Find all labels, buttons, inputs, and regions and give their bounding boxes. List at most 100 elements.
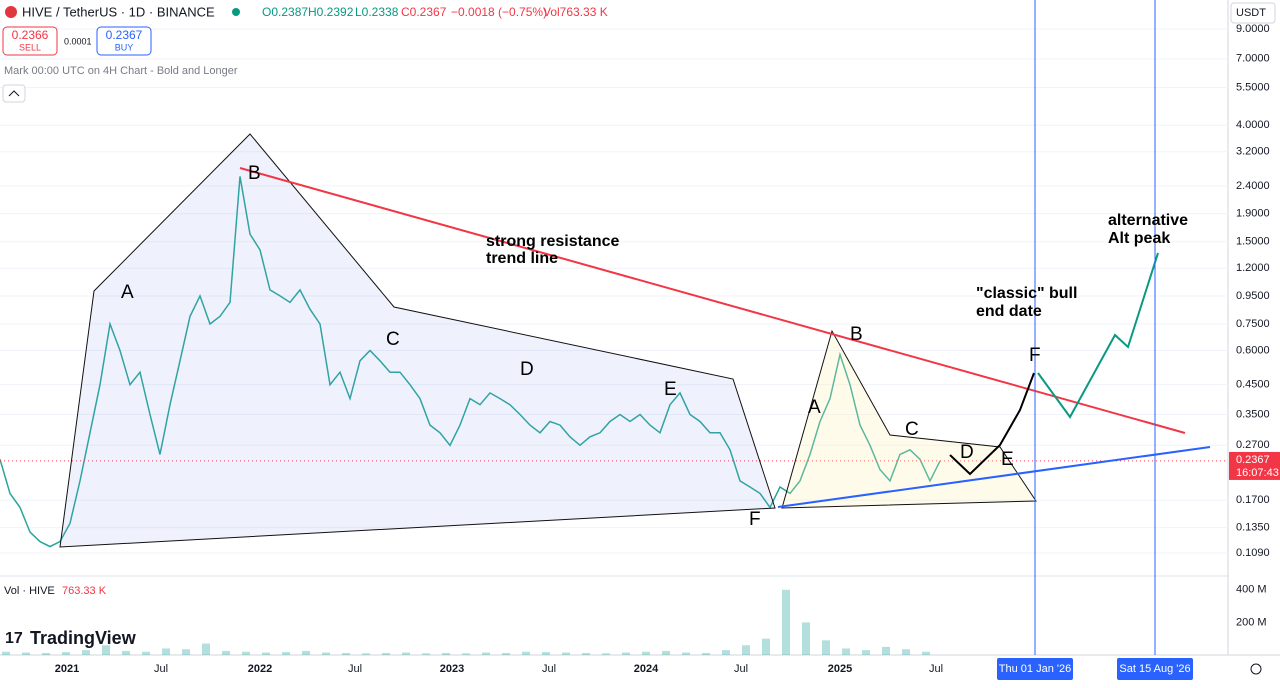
brand-logo: 17 bbox=[5, 630, 23, 647]
indicator-note: Mark 00:00 UTC on 4H Chart - Bold and Lo… bbox=[4, 65, 238, 77]
wave-label: C bbox=[905, 419, 919, 440]
wave-label: D bbox=[960, 442, 974, 463]
date-marker bbox=[997, 658, 1073, 680]
sell-price[interactable]: 0.2366 bbox=[12, 28, 49, 42]
y-tick-label: 0.4500 bbox=[1236, 379, 1270, 391]
x-tick-label: 2024 bbox=[634, 663, 659, 675]
volume-bar bbox=[262, 652, 270, 655]
ohlc: O0.2387 bbox=[262, 5, 308, 19]
sell-label[interactable]: SELL bbox=[19, 42, 41, 52]
buy-label[interactable]: BUY bbox=[115, 42, 134, 52]
y-tick-label: 1.5000 bbox=[1236, 236, 1270, 248]
y-tick-label: 7.0000 bbox=[1236, 53, 1270, 65]
volume-bar bbox=[442, 653, 450, 655]
brand: TradingView bbox=[30, 628, 137, 648]
volume-bar bbox=[922, 651, 930, 655]
y-tick-label: 1.9000 bbox=[1236, 208, 1270, 220]
volume-bar bbox=[302, 650, 310, 655]
wave-label: F bbox=[749, 509, 761, 530]
volume-bar bbox=[422, 653, 430, 655]
volume-bar bbox=[102, 645, 110, 655]
support-line bbox=[777, 446, 1211, 508]
y-tick-label: 0.6000 bbox=[1236, 344, 1270, 356]
volume-bar bbox=[862, 650, 870, 655]
collapse-icon bbox=[8, 90, 20, 97]
currency-button[interactable] bbox=[1230, 2, 1276, 24]
volume-bar bbox=[402, 652, 410, 655]
projection-path bbox=[949, 372, 1035, 476]
volume-bar bbox=[562, 652, 570, 655]
volume-bar bbox=[522, 651, 530, 655]
annotation: trend line bbox=[486, 250, 558, 267]
last-price: 0.2367 bbox=[1236, 454, 1270, 466]
settings-icon[interactable] bbox=[1250, 663, 1262, 675]
volume-bar bbox=[822, 640, 830, 655]
volume-bar bbox=[322, 652, 330, 655]
y-tick-label: 0.3500 bbox=[1236, 408, 1270, 420]
y-tick-label: 0.2700 bbox=[1236, 439, 1270, 451]
volume-bar bbox=[902, 649, 910, 655]
x-tick-label: 2021 bbox=[55, 663, 79, 675]
x-tick-label: 2023 bbox=[440, 663, 464, 675]
x-tick-label: 2022 bbox=[248, 663, 272, 675]
annotation: strong resistance bbox=[486, 233, 619, 250]
volume-bar bbox=[602, 653, 610, 655]
y-tick-label: 9.0000 bbox=[1236, 23, 1270, 35]
volume-bar bbox=[642, 651, 650, 655]
wave-label: A bbox=[808, 397, 821, 418]
last-price-box bbox=[1229, 451, 1280, 480]
wave-label: B bbox=[850, 324, 863, 345]
x-tick-label: Jul bbox=[929, 663, 943, 675]
wave-label: D bbox=[520, 359, 534, 380]
x-tick-label: Sat 15 Aug '26 bbox=[1119, 663, 1190, 675]
date-marker bbox=[1117, 658, 1193, 680]
y-tick-label: 0.1090 bbox=[1236, 547, 1270, 559]
status-dot bbox=[232, 8, 240, 16]
volume-bar bbox=[542, 652, 550, 655]
symbol[interactable]: HIVE / TetherUS · 1D · BINANCE bbox=[22, 4, 215, 19]
y-tick-label: 5.5000 bbox=[1236, 81, 1270, 93]
y-tick-label: 3.2000 bbox=[1236, 146, 1270, 158]
price-pane bbox=[0, 28, 1228, 554]
volume-bar bbox=[82, 650, 90, 655]
volume-bar bbox=[662, 650, 670, 655]
volume-bar bbox=[62, 652, 70, 655]
volume-bar bbox=[682, 652, 690, 655]
volume-bar bbox=[2, 651, 10, 655]
collapse-button[interactable] bbox=[2, 84, 26, 103]
countdown: 16:07:43 bbox=[1236, 467, 1279, 479]
volume-bar bbox=[282, 652, 290, 655]
pattern-right bbox=[781, 329, 1037, 509]
volume-bar bbox=[582, 653, 590, 655]
wave-label: F bbox=[1029, 345, 1041, 366]
volume-label: Vol · HIVE bbox=[4, 585, 55, 597]
sell-button[interactable] bbox=[2, 26, 58, 56]
x-tick-label: Jul bbox=[154, 663, 168, 675]
volume-bar bbox=[842, 648, 850, 655]
volume-bar bbox=[482, 652, 490, 655]
volume-bar bbox=[722, 650, 730, 655]
ohlc: H0.2392 bbox=[308, 5, 354, 19]
volume-tick-label: 200 M bbox=[1236, 616, 1267, 628]
volume-bar bbox=[182, 649, 190, 655]
annotation: alternative bbox=[1108, 212, 1188, 229]
volume-bar bbox=[242, 651, 250, 655]
y-tick-label: 1.2000 bbox=[1236, 262, 1270, 274]
volume-bar bbox=[342, 653, 350, 655]
symbol-icon bbox=[5, 6, 17, 18]
wave-label: C bbox=[386, 329, 400, 350]
buy-button[interactable] bbox=[96, 26, 152, 56]
volume-bar bbox=[502, 653, 510, 655]
x-tick-label: Jul bbox=[542, 663, 556, 675]
volume-bar bbox=[42, 653, 50, 655]
buy-price[interactable]: 0.2367 bbox=[106, 28, 143, 42]
wave-label: B bbox=[248, 163, 261, 184]
volume-bar bbox=[222, 650, 230, 655]
volume-bar bbox=[802, 622, 810, 655]
currency[interactable]: USDT bbox=[1236, 7, 1266, 19]
volume-value: 763.33 K bbox=[62, 585, 107, 597]
volume-bar bbox=[762, 638, 770, 655]
volume-bar bbox=[362, 653, 370, 655]
